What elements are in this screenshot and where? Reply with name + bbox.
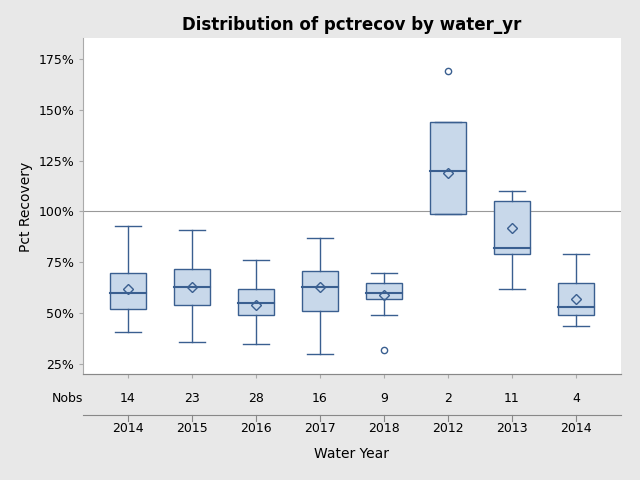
Text: 4: 4 xyxy=(572,392,580,405)
FancyBboxPatch shape xyxy=(366,283,402,299)
Text: 23: 23 xyxy=(184,392,200,405)
Text: 2013: 2013 xyxy=(496,422,528,435)
FancyBboxPatch shape xyxy=(111,273,146,309)
Text: Water Year: Water Year xyxy=(314,447,390,461)
FancyBboxPatch shape xyxy=(494,201,529,254)
Text: 11: 11 xyxy=(504,392,520,405)
FancyBboxPatch shape xyxy=(239,289,274,315)
Text: 2: 2 xyxy=(444,392,452,405)
Text: 2012: 2012 xyxy=(432,422,464,435)
Text: 2014: 2014 xyxy=(560,422,592,435)
Text: 2018: 2018 xyxy=(368,422,400,435)
Text: 28: 28 xyxy=(248,392,264,405)
Text: 2014: 2014 xyxy=(112,422,144,435)
Text: 2016: 2016 xyxy=(240,422,272,435)
Title: Distribution of pctrecov by water_yr: Distribution of pctrecov by water_yr xyxy=(182,16,522,34)
Text: 2015: 2015 xyxy=(176,422,208,435)
FancyBboxPatch shape xyxy=(174,268,210,305)
FancyBboxPatch shape xyxy=(558,283,594,315)
Text: 14: 14 xyxy=(120,392,136,405)
Text: 16: 16 xyxy=(312,392,328,405)
Y-axis label: Pct Recovery: Pct Recovery xyxy=(19,161,33,252)
FancyBboxPatch shape xyxy=(302,271,338,311)
Text: 2017: 2017 xyxy=(304,422,336,435)
Text: Nobs: Nobs xyxy=(52,392,83,405)
Text: 9: 9 xyxy=(380,392,388,405)
FancyBboxPatch shape xyxy=(430,122,466,214)
